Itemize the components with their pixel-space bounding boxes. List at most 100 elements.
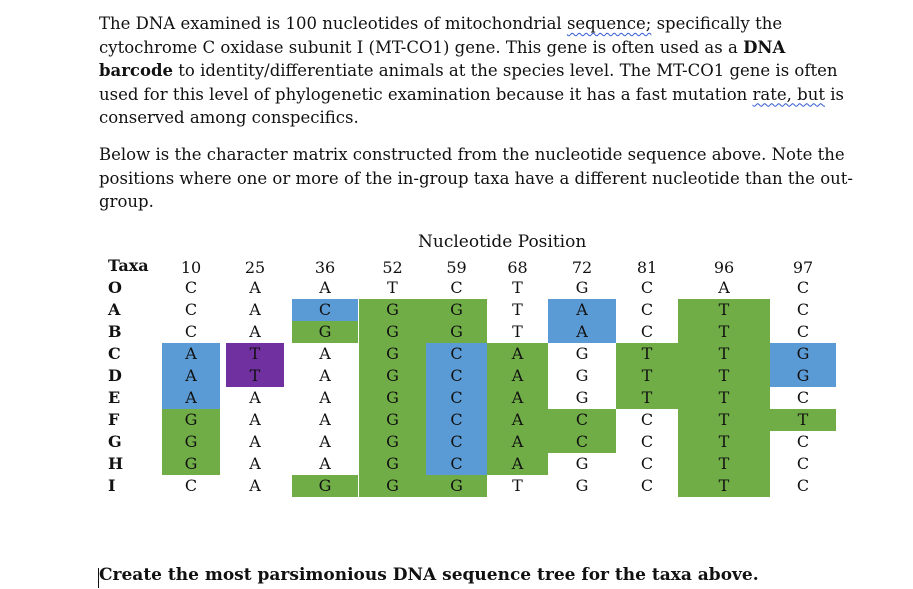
- matrix-cell: T: [226, 365, 284, 387]
- matrix-cell: C: [640, 410, 654, 429]
- matrix-cell: C: [184, 278, 198, 297]
- matrix-cell: A: [162, 343, 220, 365]
- matrix-cell: A: [249, 300, 261, 319]
- matrix-cell: G: [770, 343, 836, 365]
- matrix-cell: C: [184, 300, 198, 319]
- matrix-cell: C: [426, 365, 487, 387]
- position-header-8: 96: [713, 258, 735, 277]
- matrix-cell: T: [678, 343, 770, 365]
- intro-dna-barcode: DNA barcode: [99, 37, 786, 81]
- taxon-label: E: [108, 388, 121, 407]
- matrix-cell: A: [319, 388, 331, 407]
- matrix-cell: G: [292, 321, 358, 343]
- matrix-cell: G: [359, 365, 426, 387]
- matrix-cell: T: [678, 409, 770, 431]
- position-header-5: 68: [507, 258, 528, 277]
- matrix-cell: A: [487, 409, 548, 431]
- matrix-cell: T: [512, 278, 523, 297]
- position-header-1: 25: [244, 258, 266, 277]
- matrix-cell: G: [575, 454, 589, 473]
- matrix-cell: C: [426, 431, 487, 453]
- matrix-cell: G: [770, 365, 836, 387]
- matrix-cell: A: [319, 410, 331, 429]
- matrix-cell: C: [640, 322, 654, 341]
- matrix-cell: G: [292, 475, 358, 497]
- taxon-label: C: [108, 344, 121, 363]
- matrix-cell: T: [512, 300, 523, 319]
- taxon-label: O: [108, 278, 122, 297]
- matrix-cell: T: [616, 343, 678, 365]
- matrix-cell: A: [162, 387, 220, 409]
- matrix-cell: A: [319, 432, 331, 451]
- matrix-cell: A: [487, 431, 548, 453]
- matrix-cell: A: [249, 388, 261, 407]
- matrix-title: Nucleotide Position: [418, 232, 587, 252]
- position-header-0: 10: [180, 258, 202, 277]
- matrix-cell: T: [770, 409, 836, 431]
- matrix-cell: A: [548, 321, 616, 343]
- matrix-cell: C: [548, 409, 616, 431]
- matrix-cell: G: [575, 476, 589, 495]
- matrix-cell: T: [678, 387, 770, 409]
- matrix-cell: C: [426, 453, 487, 475]
- matrix-cell: C: [796, 300, 810, 319]
- position-header-4: 59: [446, 258, 467, 277]
- matrix-cell: C: [450, 278, 463, 297]
- matrix-cell: T: [678, 365, 770, 387]
- matrix-cell: T: [226, 343, 284, 365]
- intro-text-7: is conserved among conspecifics.: [99, 84, 844, 128]
- matrix-cell: G: [426, 299, 487, 321]
- matrix-cell: A: [487, 453, 548, 475]
- intro-text-3: specifically the cytochrome C oxidase su…: [99, 14, 783, 57]
- matrix-cell: A: [319, 344, 331, 363]
- matrix-cell: C: [796, 322, 810, 341]
- matrix-cell: G: [162, 409, 220, 431]
- matrix-cell: T: [678, 475, 770, 497]
- matrix-cell: G: [359, 299, 426, 321]
- spellcheck-phrase-rate-but[interactable]: rate, but: [752, 84, 825, 104]
- matrix-cell: G: [575, 344, 589, 363]
- matrix-cell: T: [512, 322, 523, 341]
- matrix-cell: C: [548, 431, 616, 453]
- matrix-cell: G: [359, 387, 426, 409]
- matrix-cell: T: [387, 278, 398, 297]
- matrix-cell: T: [678, 453, 770, 475]
- matrix-cell: T: [512, 476, 523, 495]
- position-header-6: 72: [571, 258, 593, 277]
- matrix-cell: G: [575, 278, 589, 297]
- matrix-cell: C: [796, 278, 810, 297]
- matrix-cell: G: [359, 453, 426, 475]
- matrix-cell: C: [796, 454, 810, 473]
- matrix-cell: A: [487, 387, 548, 409]
- matrix-cell: C: [426, 387, 487, 409]
- matrix-cell: A: [718, 278, 730, 297]
- taxon-label: B: [108, 322, 122, 341]
- matrix-cell: A: [319, 366, 331, 385]
- matrix-cell: G: [359, 475, 426, 497]
- matrix-cell: C: [292, 299, 358, 321]
- matrix-cell: T: [616, 387, 678, 409]
- matrix-cell: A: [249, 432, 261, 451]
- matrix-cell: G: [575, 366, 589, 385]
- matrix-cell: A: [487, 343, 548, 365]
- matrix-cell: G: [575, 388, 589, 407]
- matrix-cell: A: [249, 476, 261, 495]
- matrix-cell: G: [359, 343, 426, 365]
- matrix-cell: C: [640, 432, 654, 451]
- matrix-cell: C: [640, 278, 654, 297]
- matrix-cell: G: [162, 431, 220, 453]
- matrix-cell: A: [319, 454, 331, 473]
- intro-text-5: to identity/differentiate animals at the…: [99, 61, 838, 104]
- matrix-cell: C: [796, 388, 810, 407]
- position-header-9: 97: [792, 258, 814, 277]
- matrix-cell: C: [796, 476, 810, 495]
- spellcheck-word-sequence[interactable]: sequence;: [566, 14, 652, 33]
- intro-text-1: The DNA examined is 100 nucleotides of m…: [99, 14, 567, 33]
